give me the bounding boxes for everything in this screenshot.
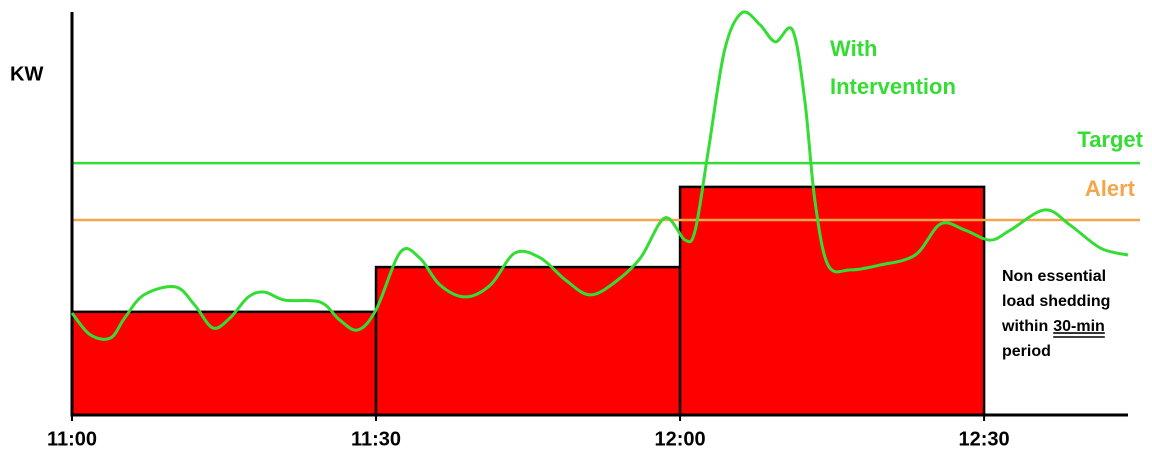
annotation: load shedding xyxy=(1002,293,1110,310)
bar xyxy=(70,310,378,417)
bar xyxy=(374,265,682,417)
legend-label: With Intervention xyxy=(830,36,956,99)
reference-label: Target xyxy=(1077,127,1143,152)
annotation-emphasis: 30-min xyxy=(1053,318,1105,335)
x-tick-label: 11:00 xyxy=(47,428,97,450)
annotation: within xyxy=(1001,318,1048,335)
annotation: Non essential xyxy=(1002,268,1106,285)
reference-label: Alert xyxy=(1085,176,1136,201)
x-tick-label: 12:00 xyxy=(654,428,705,450)
data-line xyxy=(70,10,1129,341)
y-axis-label: KW xyxy=(10,63,43,85)
x-tick-label: 11:30 xyxy=(351,428,401,450)
annotation: period xyxy=(1002,343,1051,360)
x-tick-label: 12:30 xyxy=(959,428,1010,450)
bar xyxy=(678,185,986,417)
